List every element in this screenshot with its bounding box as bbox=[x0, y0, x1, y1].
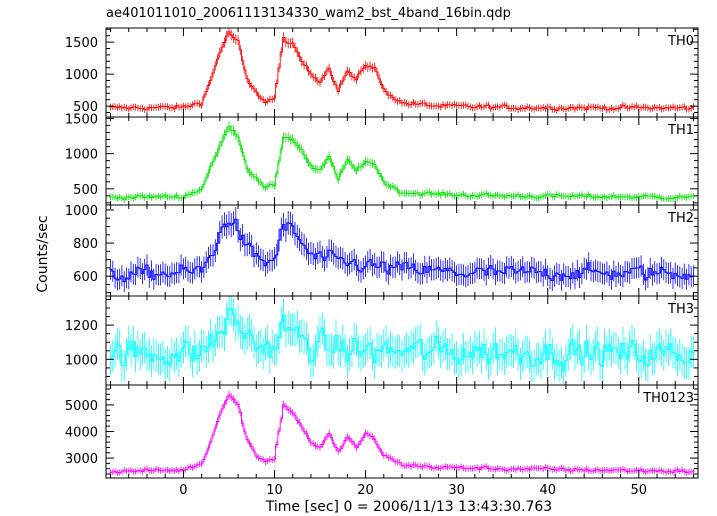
data-line-th3 bbox=[109, 308, 695, 373]
x-tick-label: 20 bbox=[357, 483, 374, 498]
y-tick-label: 1000 bbox=[65, 204, 98, 219]
x-tick-label: 30 bbox=[448, 483, 465, 498]
data-line-th1 bbox=[109, 126, 695, 201]
y-tick-label: 1500 bbox=[65, 36, 98, 51]
panel-th0: 500 1000 1500 TH0 bbox=[65, 27, 699, 118]
panel-th2: 600 800 1000 TH2 bbox=[65, 204, 699, 297]
error-bars-th2 bbox=[110, 207, 694, 293]
data-line-th0 bbox=[109, 31, 695, 111]
y-tick-label: 5000 bbox=[65, 399, 98, 414]
error-bars-th0123 bbox=[110, 390, 694, 476]
y-tick-label: 1000 bbox=[65, 68, 98, 83]
panel-th1: 500 1000 1500 TH1 bbox=[65, 112, 699, 206]
y-tick-label: 1200 bbox=[65, 319, 98, 334]
y-tick-label: 1000 bbox=[65, 148, 98, 163]
series-th0123 bbox=[109, 390, 695, 476]
panel-th3: 1000 1200 TH3 bbox=[65, 295, 699, 386]
panel-label-th1: TH1 bbox=[667, 123, 694, 138]
series-th3 bbox=[109, 296, 695, 385]
x-tick-label: 50 bbox=[631, 483, 648, 498]
panel-label-th2: TH2 bbox=[667, 211, 694, 226]
y-tick-label: 3000 bbox=[65, 452, 98, 467]
data-line-th2 bbox=[109, 218, 695, 283]
series-th1 bbox=[109, 121, 695, 203]
y-tick-label: 4000 bbox=[65, 426, 98, 441]
y-tick-label: 500 bbox=[73, 100, 98, 115]
series-th2 bbox=[109, 207, 695, 293]
x-tick-label: 40 bbox=[539, 483, 556, 498]
error-bars-th0 bbox=[110, 28, 694, 114]
panel-label-th3: TH3 bbox=[667, 302, 694, 317]
panel-th0123: 3000 4000 5000 TH0123 bbox=[65, 384, 699, 479]
y-axis-label: Counts/sec bbox=[35, 215, 51, 292]
series-th0 bbox=[109, 28, 695, 114]
y-tick-label: 800 bbox=[73, 237, 98, 252]
x-axis-label: Time [sec] 0 = 2006/11/13 13:43:30.763 bbox=[265, 499, 552, 515]
y-tick-label: 1000 bbox=[65, 353, 98, 368]
x-tick-label: 0 bbox=[179, 483, 187, 498]
panel-label-th0: TH0 bbox=[667, 34, 694, 49]
panel-label-th0123: TH0123 bbox=[642, 391, 694, 406]
y-tick-label: 1500 bbox=[65, 112, 98, 127]
panels-group: 500 1000 1500 TH0 500 1000 1500 TH1 600 800 1000 TH… bbox=[65, 27, 699, 479]
y-tick-label: 600 bbox=[73, 270, 98, 285]
x-axis: 0 10 20 30 40 50 bbox=[179, 483, 647, 498]
x-tick-label: 10 bbox=[266, 483, 283, 498]
y-tick-label: 500 bbox=[73, 183, 98, 198]
data-line-th0123 bbox=[109, 394, 695, 474]
chart-title: ae401011010_20061113134330_wam2_bst_4ban… bbox=[106, 6, 511, 21]
error-bars-th3 bbox=[110, 296, 694, 385]
